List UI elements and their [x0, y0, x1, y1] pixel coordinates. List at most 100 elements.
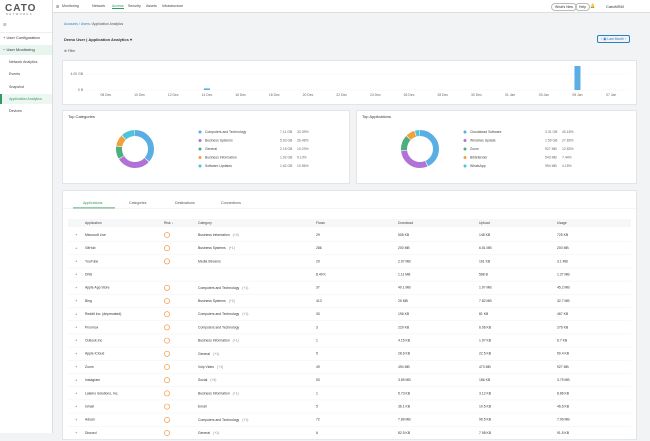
cell: 36.1 KB	[398, 404, 411, 408]
cell: 2.97 MB	[398, 259, 411, 263]
x-tick-label: 01 Jan	[505, 93, 515, 97]
top-nav-item[interactable]: Security	[128, 4, 141, 8]
cell: 508 KB	[398, 233, 410, 237]
top-nav-item[interactable]: Assets	[146, 4, 157, 8]
app-name: Apple App Store	[85, 286, 110, 290]
top-nav-item[interactable]: Access	[112, 4, 124, 9]
cell: 568 B	[479, 272, 489, 276]
cell: 8.49 K	[316, 272, 327, 276]
category-name: Email	[198, 404, 207, 408]
bell[interactable]: 🔔	[590, 3, 595, 8]
cell: 6.7 KB	[557, 338, 568, 342]
category-more[interactable]: (+1)	[217, 365, 223, 369]
column-header: Upload	[479, 221, 490, 225]
legend-name: Zoom	[470, 147, 479, 151]
category: Computers and Technology	[198, 325, 240, 329]
top-nav-item[interactable]: Infrastructure	[162, 4, 184, 8]
tab[interactable]: Applications	[83, 201, 103, 205]
top-nav-item[interactable]: Network	[92, 4, 106, 8]
app-name: Bing	[85, 299, 92, 303]
category: Business Information (+4)	[198, 233, 239, 237]
nav-item[interactable]: Snapshot	[9, 84, 25, 89]
category: Email	[198, 404, 207, 408]
nav-item[interactable]: Application Analytics	[9, 96, 42, 101]
nav-item[interactable]: Devices	[9, 109, 22, 114]
header-bg	[68, 219, 631, 227]
cell: 49	[316, 365, 320, 369]
section[interactable]: − User Monitoring	[3, 47, 35, 52]
nav-item[interactable]: Events	[9, 72, 20, 77]
app-name: GitHub	[85, 246, 96, 250]
category-more[interactable]: (+1)	[242, 286, 248, 290]
expand: +	[75, 311, 78, 316]
legend-swatch	[463, 164, 467, 168]
time-range[interactable]: ‹ ▣ Last Month ›	[597, 35, 631, 43]
app-name: Gmail	[85, 404, 94, 408]
category-more[interactable]: (+1)	[213, 352, 219, 356]
cell: 1.27 MB	[557, 272, 570, 276]
category-more[interactable]: (+2)	[229, 299, 235, 303]
help[interactable]: Help	[575, 3, 590, 11]
expand: +	[75, 417, 78, 422]
filter[interactable]: ⊕ Filter	[64, 49, 76, 53]
legend-name: Business Information	[205, 155, 237, 159]
crumb[interactable]: Users	[80, 22, 90, 26]
x-tick-label: 10 Dec	[134, 93, 145, 97]
top-nav-item[interactable]: Monitoring	[62, 4, 79, 8]
risk-icon	[164, 350, 170, 357]
active-bg	[0, 93, 52, 104]
donut-segment	[116, 130, 154, 168]
legend-name: Computers and Technology	[205, 130, 247, 134]
category-more[interactable]: (+1)	[229, 246, 235, 250]
menu-icon[interactable]: ⊞	[56, 4, 60, 9]
category-more[interactable]: (+1)	[242, 418, 248, 422]
category-more[interactable]: (+4)	[210, 378, 216, 382]
page-title[interactable]: Demo User | Application Analytics ▾	[64, 37, 132, 42]
cell: 1.97 KB	[479, 338, 492, 342]
category-more[interactable]: (+1)	[233, 338, 239, 342]
table-panel: Applications Categories Destinations Connec…	[62, 190, 638, 440]
tab[interactable]: Categories	[129, 201, 147, 205]
nav-item[interactable]: Network Analytics	[9, 60, 38, 64]
legend-swatch	[463, 139, 467, 142]
category: Voip Video (+1)	[198, 365, 223, 369]
category-more[interactable]: (+1)	[242, 312, 248, 316]
category-more[interactable]: (+4)	[233, 233, 239, 237]
crumb[interactable]: Accounts	[64, 22, 78, 26]
x-tick-label: 12 Dec	[168, 93, 179, 97]
donut-segment	[116, 130, 154, 168]
legend-size: 927 MB	[545, 147, 557, 151]
breadcrumb: Accounts / Users / Application Analytics	[64, 22, 124, 26]
legend-share: 10.96%	[297, 164, 309, 168]
cell: 22.5 KB	[479, 352, 492, 356]
donut-segment	[401, 130, 439, 168]
tab[interactable]: Destinations	[175, 201, 195, 205]
category-name: Media Streams	[198, 259, 221, 263]
category-more[interactable]: (+1)	[233, 391, 239, 395]
section[interactable]: + User Configuration	[3, 35, 40, 40]
legend-swatch	[198, 130, 202, 134]
app-name: DNS	[85, 272, 93, 276]
whats-new[interactable]: What's New	[551, 3, 577, 11]
cell: 32.7 MB	[557, 299, 570, 303]
risk-icon	[164, 232, 170, 238]
category: Computers and Technology (+1)	[198, 286, 248, 290]
x-tick-label: 20 Dec	[303, 93, 314, 97]
divider	[0, 32, 52, 33]
x-tick-label: 03 Jan	[539, 93, 549, 97]
account[interactable]: CatoMSM	[606, 4, 624, 9]
legend-size: 543 MB	[545, 155, 557, 159]
legend-size: 2.15 GB	[280, 147, 293, 151]
collapse[interactable]: ☰	[3, 22, 7, 27]
applications-chart: Top Applications Cloudstead Software 3.31 …	[362, 114, 574, 168]
cell: 5.73 KB	[398, 391, 411, 395]
legend-swatch	[463, 130, 467, 134]
tab[interactable]: Connections	[221, 201, 241, 205]
expand: +	[75, 232, 78, 237]
cell: 1	[316, 338, 318, 342]
x-tick-label: 22 Dec	[336, 93, 347, 97]
cell: 81 KB	[479, 312, 489, 316]
cell: 45.2 MB	[557, 286, 570, 290]
cell: 7.89 MB	[398, 418, 411, 422]
cell: 6.51 MB	[479, 246, 492, 250]
